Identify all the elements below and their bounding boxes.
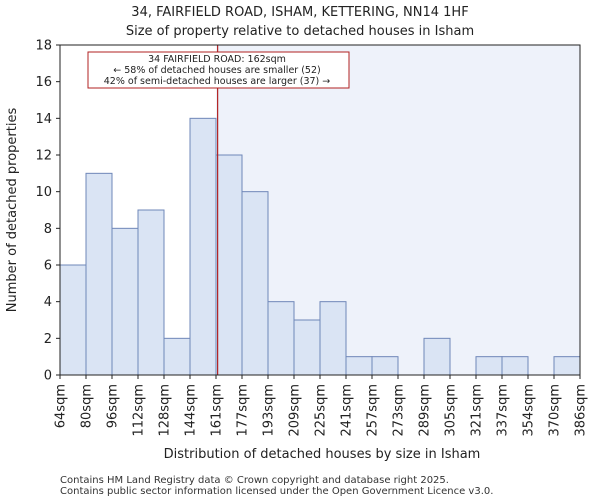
x-tick-label-386sqm: 386sqm [574,384,589,437]
x-tick-label-128sqm: 128sqm [158,384,173,437]
y-tick-label-18: 18 [35,39,52,54]
x-tick-label-305sqm: 305sqm [444,384,459,437]
bar-289sqm [423,337,451,376]
x-tick-label-321sqm: 321sqm [470,384,485,437]
y-tick-label-14: 14 [35,112,52,127]
y-tick-label-8: 8 [44,222,52,237]
x-tick-label-370sqm: 370sqm [548,384,563,437]
y-tick-label-4: 4 [44,295,52,310]
x-tick-label-209sqm: 209sqm [288,384,303,437]
bars-group [59,117,581,376]
y-tick-label-12: 12 [35,149,52,164]
bar-161sqm [215,154,243,376]
x-tick-label-354sqm: 354sqm [522,384,537,437]
bar-112sqm [137,209,165,376]
footer-line1: Contains HM Land Registry data © Crown c… [60,475,449,486]
annotation-line3: 42% of semi-detached houses are larger (… [104,76,331,87]
bar-80sqm [85,172,113,376]
x-tick-label-337sqm: 337sqm [496,384,511,437]
x-tick-label-289sqm: 289sqm [418,384,433,437]
x-tick-label-193sqm: 193sqm [262,384,277,437]
y-tick-label-6: 6 [44,259,52,274]
x-tick-label-64sqm: 64sqm [54,384,69,428]
x-tick-label-225sqm: 225sqm [314,384,329,437]
x-tick-label-257sqm: 257sqm [366,384,381,437]
x-tick-label-161sqm: 161sqm [210,384,225,437]
bar-144sqm [189,117,217,376]
x-tick-label-80sqm: 80sqm [80,384,95,428]
bar-225sqm [319,301,347,376]
annotation-line2: ← 58% of detached houses are smaller (52… [113,65,320,76]
chart-title-line2: Size of property relative to detached ho… [126,24,474,39]
bar-257sqm [371,356,399,376]
bar-128sqm [163,337,191,376]
x-tick-label-273sqm: 273sqm [392,384,407,437]
bar-321sqm [475,356,503,376]
y-tick-label-0: 0 [44,369,52,384]
x-tick-label-177sqm: 177sqm [236,384,251,437]
annotation-box [87,51,350,89]
bar-64sqm [59,264,87,376]
bar-241sqm [345,356,373,376]
annotation-line1: 34 FAIRFIELD ROAD: 162sqm [148,54,286,65]
bar-370sqm [553,356,581,376]
x-axis-label: Distribution of detached houses by size … [164,447,481,462]
x-tick-label-144sqm: 144sqm [184,384,199,437]
bar-337sqm [501,356,529,376]
chart-title-line1: 34, FAIRFIELD ROAD, ISHAM, KETTERING, NN… [131,5,468,20]
x-tick-label-112sqm: 112sqm [132,384,147,437]
y-tick-label-10: 10 [35,185,52,200]
x-ticks-group: 64sqm 80sqm 96sqm 112sqm 128sqm 144sqm 161sqm 1… [54,375,589,437]
y-tick-label-16: 16 [35,75,52,90]
bar-209sqm [293,319,321,376]
x-tick-label-241sqm: 241sqm [340,384,355,437]
x-tick-label-96sqm: 96sqm [106,384,121,428]
bar-96sqm [111,227,139,376]
y-ticks-group: 0 2 4 6 8 10 12 14 16 18 [35,39,60,384]
footer-line2: Contains public sector information licen… [60,486,493,497]
y-axis-label: Number of detached properties [5,108,20,313]
y-tick-label-2: 2 [44,332,52,347]
bar-177sqm [241,191,269,376]
bar-193sqm [267,301,295,376]
